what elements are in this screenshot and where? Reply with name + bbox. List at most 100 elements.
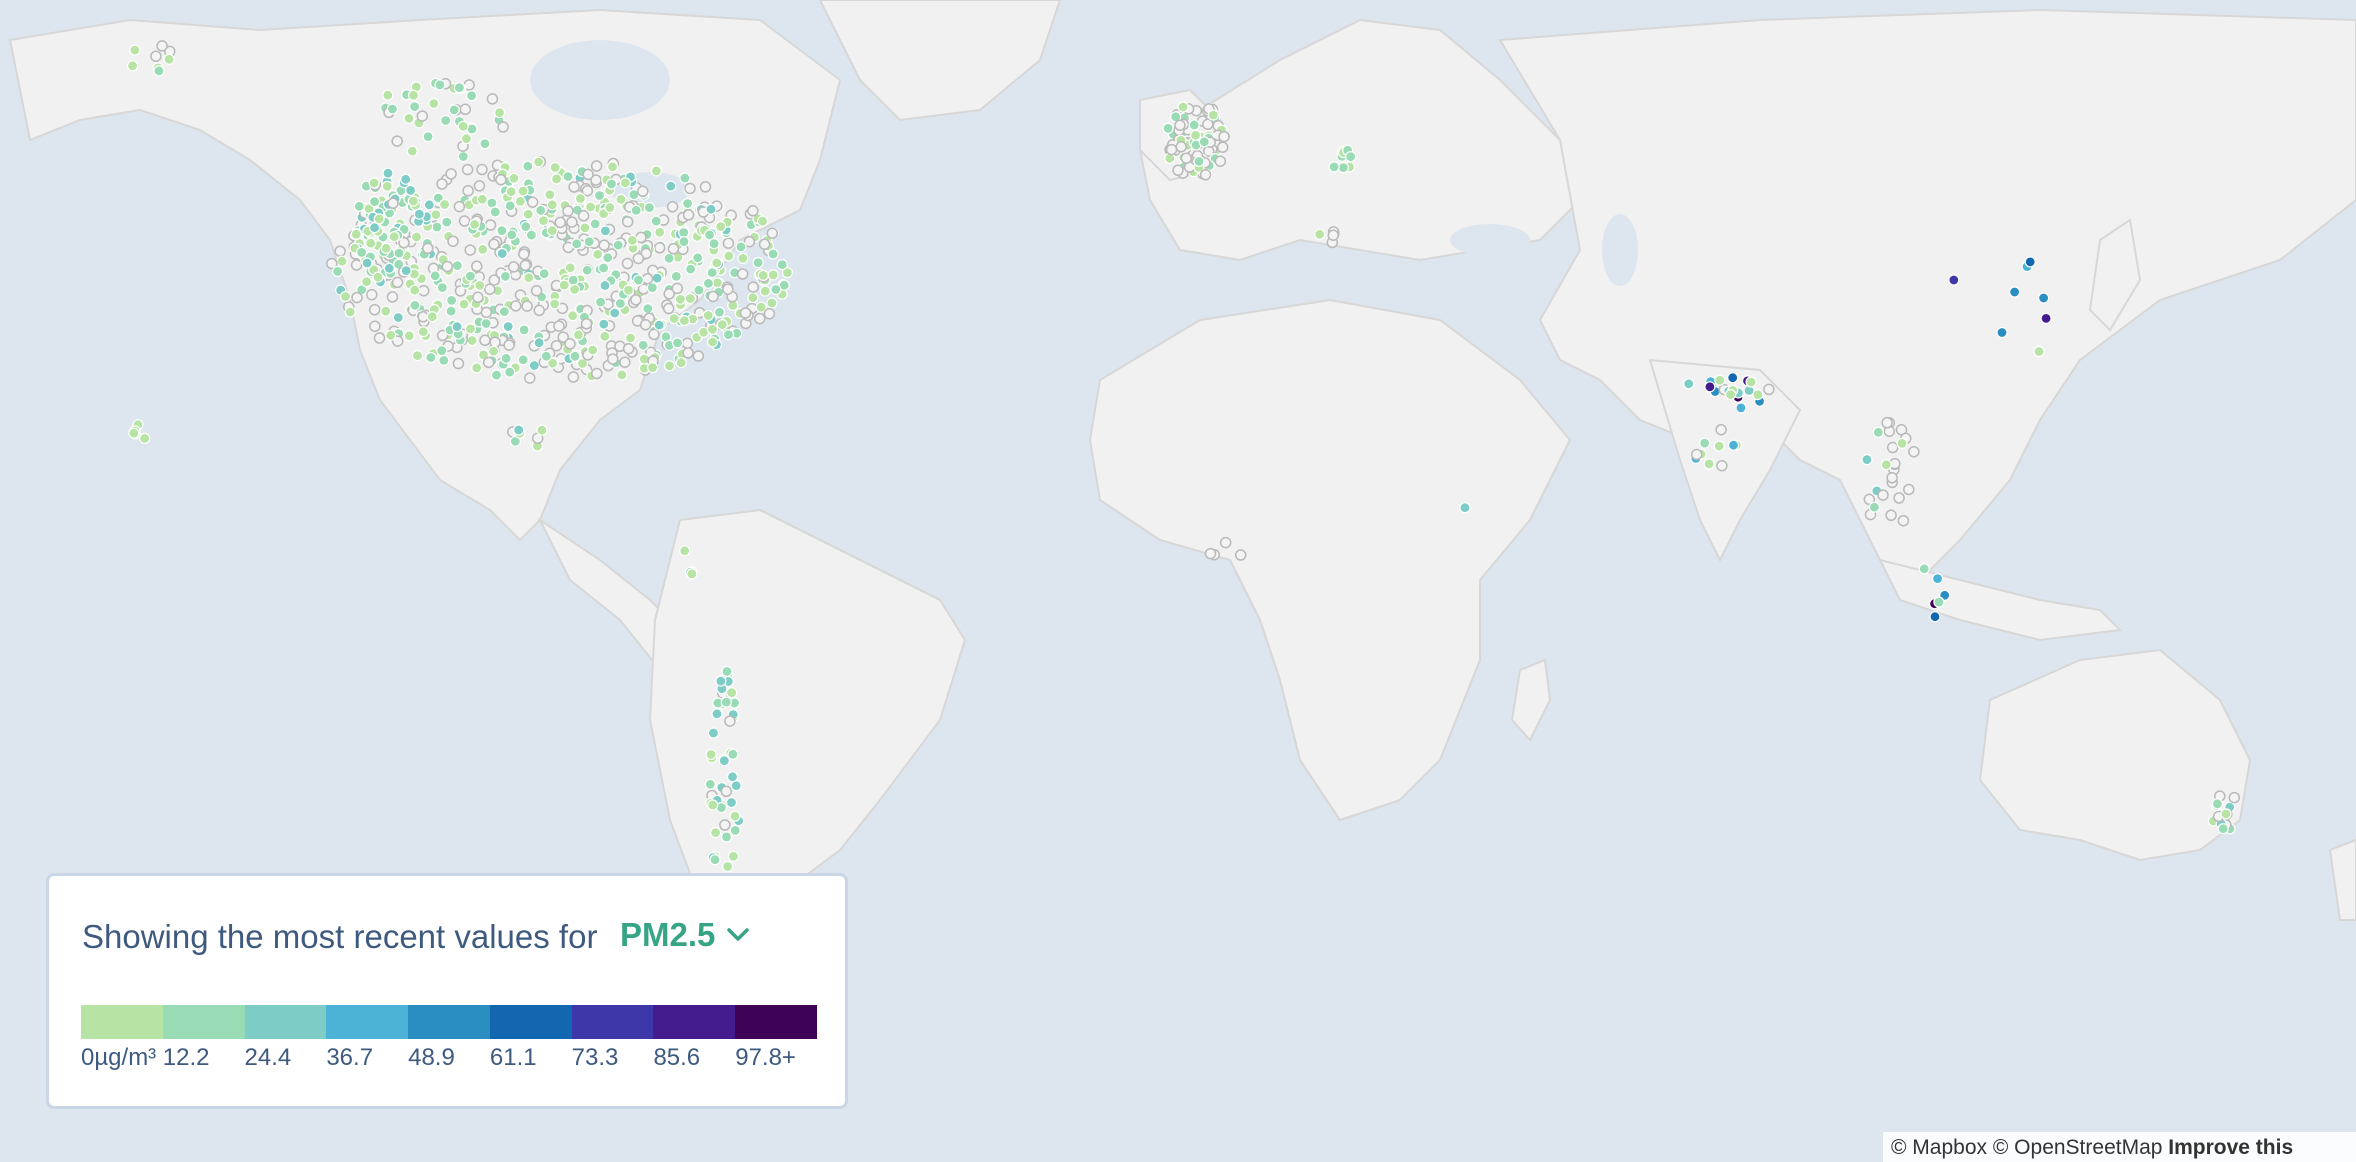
- station-marker[interactable]: [519, 259, 532, 272]
- station-marker[interactable]: [464, 270, 476, 282]
- station-marker[interactable]: [724, 715, 736, 727]
- station-marker[interactable]: [334, 245, 346, 257]
- station-marker[interactable]: [642, 303, 654, 315]
- station-marker[interactable]: [679, 545, 691, 557]
- station-marker[interactable]: [591, 367, 603, 380]
- station-marker[interactable]: [564, 338, 576, 350]
- station-marker[interactable]: [612, 239, 624, 251]
- station-marker[interactable]: [1903, 483, 1915, 496]
- station-marker[interactable]: [476, 193, 488, 205]
- station-marker[interactable]: [593, 189, 606, 202]
- station-marker[interactable]: [385, 329, 397, 341]
- station-marker[interactable]: [490, 369, 503, 381]
- station-marker[interactable]: [648, 328, 660, 341]
- station-marker[interactable]: [1877, 489, 1889, 501]
- station-marker[interactable]: [1216, 141, 1229, 153]
- station-marker[interactable]: [498, 306, 510, 318]
- station-marker[interactable]: [653, 319, 665, 331]
- station-marker[interactable]: [1872, 426, 1884, 438]
- station-marker[interactable]: [553, 320, 565, 332]
- station-marker[interactable]: [719, 819, 731, 831]
- station-marker[interactable]: [495, 173, 507, 186]
- station-marker[interactable]: [692, 252, 704, 264]
- station-marker[interactable]: [767, 248, 779, 260]
- station-marker[interactable]: [544, 189, 556, 201]
- station-marker[interactable]: [663, 360, 676, 372]
- station-marker[interactable]: [497, 121, 509, 133]
- station-marker[interactable]: [430, 209, 442, 221]
- station-marker[interactable]: [581, 184, 594, 197]
- station-marker[interactable]: [722, 237, 735, 249]
- station-marker[interactable]: [480, 306, 493, 319]
- station-marker[interactable]: [693, 284, 705, 296]
- station-marker[interactable]: [720, 696, 732, 708]
- station-marker[interactable]: [1713, 440, 1725, 452]
- station-marker[interactable]: [429, 270, 441, 282]
- station-marker[interactable]: [524, 372, 536, 384]
- station-marker[interactable]: [1214, 155, 1227, 167]
- station-marker[interactable]: [569, 350, 581, 362]
- station-marker[interactable]: [488, 238, 500, 250]
- station-marker[interactable]: [1175, 141, 1187, 153]
- station-marker[interactable]: [471, 260, 483, 272]
- station-marker[interactable]: [477, 243, 489, 255]
- station-marker[interactable]: [722, 329, 735, 341]
- station-marker[interactable]: [410, 231, 423, 243]
- station-marker[interactable]: [630, 204, 642, 216]
- station-marker[interactable]: [577, 210, 590, 222]
- station-marker[interactable]: [428, 97, 440, 110]
- station-marker[interactable]: [666, 201, 679, 213]
- station-marker[interactable]: [722, 283, 734, 295]
- station-marker[interactable]: [1885, 509, 1897, 522]
- station-marker[interactable]: [709, 826, 722, 839]
- station-marker[interactable]: [662, 302, 675, 315]
- station-marker[interactable]: [707, 290, 719, 303]
- station-marker[interactable]: [479, 138, 491, 150]
- station-marker[interactable]: [721, 860, 734, 873]
- station-marker[interactable]: [702, 277, 715, 289]
- station-marker[interactable]: [2037, 292, 2050, 304]
- station-marker[interactable]: [665, 180, 677, 192]
- station-marker[interactable]: [1933, 596, 1945, 608]
- station-marker[interactable]: [139, 432, 151, 444]
- station-marker[interactable]: [1177, 101, 1189, 113]
- station-marker[interactable]: [602, 252, 614, 264]
- station-marker[interactable]: [472, 291, 484, 304]
- station-marker[interactable]: [460, 133, 472, 145]
- station-marker[interactable]: [530, 284, 543, 297]
- station-marker[interactable]: [703, 229, 716, 241]
- station-marker[interactable]: [1218, 130, 1230, 143]
- station-marker[interactable]: [445, 168, 457, 180]
- station-marker[interactable]: [128, 427, 140, 439]
- station-marker[interactable]: [766, 227, 779, 239]
- station-marker[interactable]: [582, 168, 594, 181]
- station-marker[interactable]: [369, 320, 381, 332]
- station-marker[interactable]: [538, 268, 550, 280]
- station-marker[interactable]: [457, 150, 469, 163]
- station-marker[interactable]: [361, 257, 373, 269]
- station-marker[interactable]: [407, 89, 420, 101]
- station-marker[interactable]: [1703, 458, 1715, 470]
- station-marker[interactable]: [735, 241, 747, 253]
- station-marker[interactable]: [2024, 256, 2036, 268]
- station-marker[interactable]: [436, 329, 449, 342]
- station-marker[interactable]: [448, 104, 460, 116]
- station-marker[interactable]: [380, 305, 392, 317]
- station-marker[interactable]: [1735, 402, 1747, 414]
- station-marker[interactable]: [681, 197, 694, 210]
- station-marker[interactable]: [718, 755, 730, 767]
- station-marker[interactable]: [502, 320, 514, 333]
- station-marker[interactable]: [489, 206, 501, 218]
- station-marker[interactable]: [1996, 326, 2008, 339]
- station-marker[interactable]: [580, 318, 593, 330]
- station-marker[interactable]: [1716, 459, 1728, 472]
- station-marker[interactable]: [1908, 445, 1920, 458]
- station-marker[interactable]: [1198, 136, 1210, 148]
- station-marker[interactable]: [368, 177, 380, 189]
- station-marker[interactable]: [504, 200, 516, 212]
- station-marker[interactable]: [480, 317, 492, 330]
- station-marker[interactable]: [438, 354, 450, 366]
- station-marker[interactable]: [353, 200, 365, 212]
- station-marker[interactable]: [630, 294, 642, 306]
- station-marker[interactable]: [562, 170, 574, 183]
